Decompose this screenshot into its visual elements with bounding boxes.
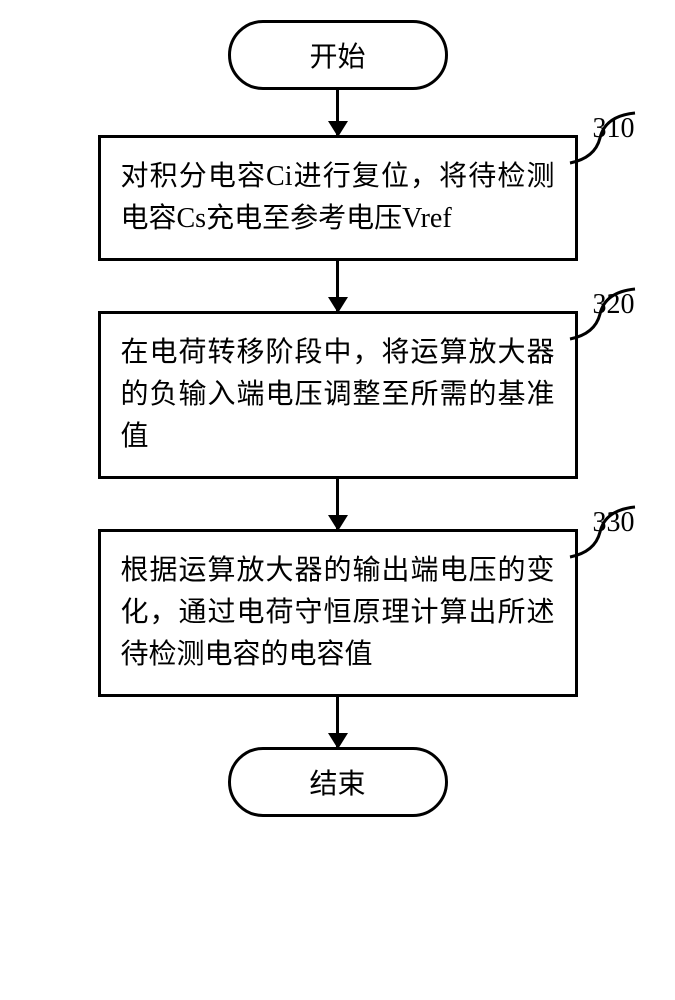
arrowhead-icon — [328, 733, 348, 749]
step-text-320: 在电荷转移阶段中，将运算放大器的负输入端电压调整至所需的基准值 — [121, 332, 555, 458]
step-label-330: 330 — [593, 507, 635, 539]
start-label: 开始 — [309, 35, 365, 75]
step-text-330: 根据运算放大器的输出端电压的变化，通过电荷守恒原理计算出所述待检测电容的电容值 — [121, 550, 555, 676]
process-step-310: 310 对积分电容Ci进行复位，将待检测电容Cs充电至参考电压Vref — [98, 135, 578, 261]
end-terminal: 结束 — [228, 747, 448, 817]
start-terminal: 开始 — [228, 20, 448, 90]
arrow-connector — [336, 697, 339, 747]
process-step-330: 330 根据运算放大器的输出端电压的变化，通过电荷守恒原理计算出所述待检测电容的… — [98, 529, 578, 697]
flowchart-container: 开始 310 对积分电容Ci进行复位，将待检测电容Cs充电至参考电压Vref 3… — [50, 20, 625, 817]
step-label-320: 320 — [593, 289, 635, 321]
arrow-connector — [336, 261, 339, 311]
end-label: 结束 — [309, 762, 365, 802]
process-step-320: 320 在电荷转移阶段中，将运算放大器的负输入端电压调整至所需的基准值 — [98, 311, 578, 479]
step-text-310: 对积分电容Ci进行复位，将待检测电容Cs充电至参考电压Vref — [121, 156, 555, 240]
arrow-connector — [336, 90, 339, 135]
step-label-310: 310 — [593, 113, 635, 145]
arrow-connector — [336, 479, 339, 529]
